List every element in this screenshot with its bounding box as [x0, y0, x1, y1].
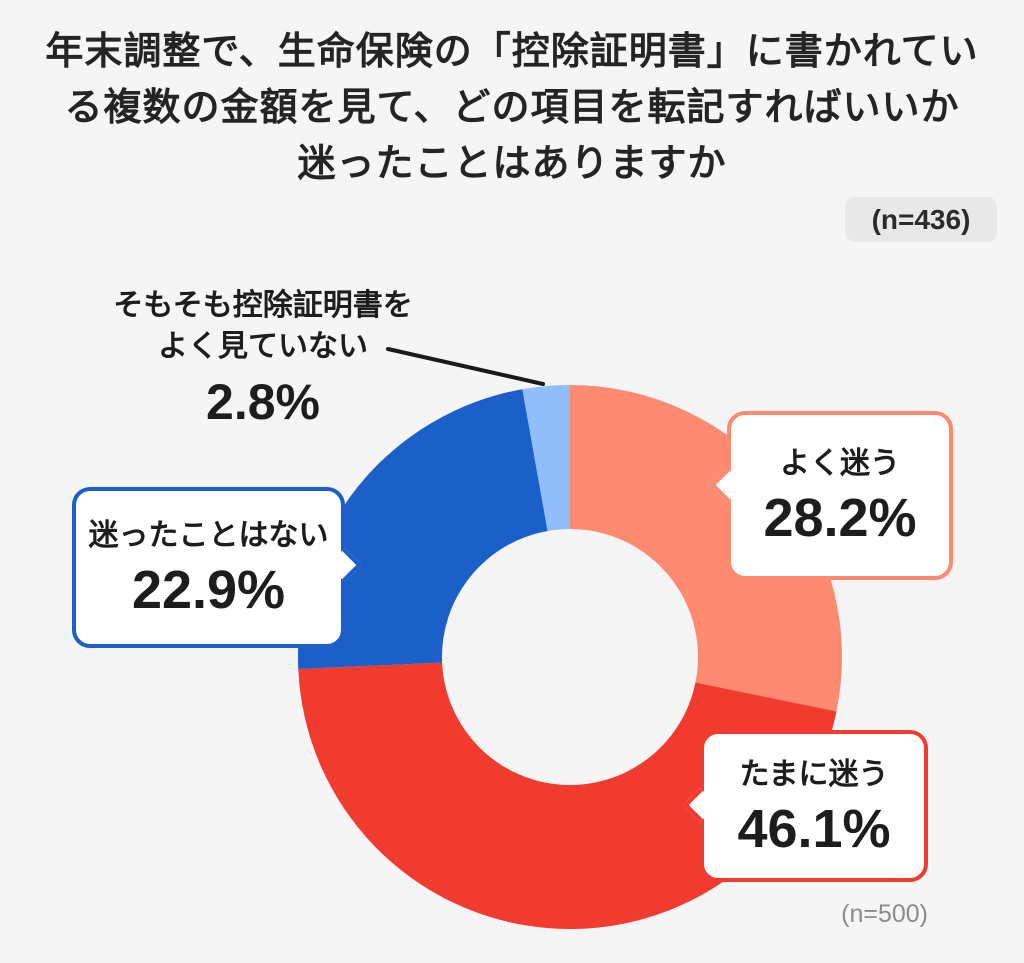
callout-not-looking: そもそも控除証明書を よく見ていない 2.8% [78, 285, 448, 427]
callout-sometimes-confused-value: 46.1% [737, 798, 891, 859]
footnote-sample-size: (n=500) [841, 900, 928, 928]
callout-often-confused-label: よく迷う [780, 447, 900, 480]
sample-size-badge-text: (n=436) [871, 203, 971, 235]
callout-not-looking-label: そもそも控除証明書を よく見ていない [78, 285, 448, 367]
leader-line [386, 347, 545, 386]
callout-sometimes-confused-label: たまに迷う [739, 757, 889, 791]
callout-never-confused-value: 22.9% [131, 560, 286, 620]
callout-not-looking-value: 2.8% [206, 374, 320, 430]
leader-line-stroke [386, 347, 545, 386]
chart-title: 年末調整で、生命保険の「控除証明書」に書かれてい る複数の金額を見て、どの項目を… [0, 24, 1024, 192]
callout-often-confused-value: 28.2% [763, 488, 917, 548]
callout-not-looking-label-line-2: よく見ていない [158, 330, 368, 363]
callout-never-confused: 迷ったことはない 22.9% [72, 487, 362, 648]
donut-segment-3 [522, 385, 570, 531]
chart-title-line-3: 迷ったことはありますか [297, 143, 727, 185]
callout-not-looking-label-line-1: そもそも控除証明書を [113, 289, 413, 322]
callout-never-confused-label: 迷ったことはない [88, 519, 329, 552]
callout-often-confused: よく迷う 28.2% [710, 411, 953, 580]
callout-sometimes-confused: たまに迷う 46.1% [683, 730, 928, 882]
donut-segment-2 [298, 389, 548, 669]
donut-segment-0 [570, 385, 842, 712]
chart-title-line-2: る複数の金額を見て、どの項目を転記すればいいか [64, 87, 960, 129]
sample-size-badge: (n=436) [845, 197, 997, 242]
chart-title-line-1: 年末調整で、生命保険の「控除証明書」に書かれてい [45, 31, 979, 73]
